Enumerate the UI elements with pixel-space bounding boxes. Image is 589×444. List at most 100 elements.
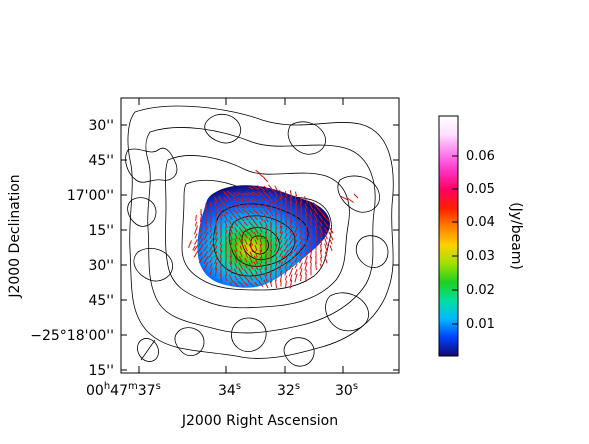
polarization-vector (279, 273, 283, 283)
polarization-vector (270, 238, 272, 246)
polarization-vector (259, 238, 263, 246)
polarization-vector (304, 203, 308, 209)
polarization-vector (243, 221, 249, 227)
y-tick-label: 17'00'' (67, 188, 114, 204)
polarization-vector (320, 244, 322, 252)
polarization-vector (215, 226, 217, 234)
polarization-vector (274, 262, 278, 270)
polarization-vector (253, 281, 259, 287)
polarization-vector (223, 202, 229, 210)
polarization-vector (259, 268, 263, 276)
polarization-vector (244, 263, 248, 269)
polarization-vector (288, 232, 294, 240)
polarization-vector (323, 220, 329, 228)
polarization-vector (284, 227, 288, 233)
polarization-vector (229, 255, 233, 265)
polarization-vector (247, 203, 255, 209)
x-tick-label: 32s (277, 381, 300, 399)
polarization-vector (294, 233, 298, 239)
polarization-vector (199, 213, 203, 223)
x-tick-labels: 00h47m37s 34s 32s 30s (86, 381, 358, 399)
polarization-vector (294, 221, 298, 227)
polarization-vector (209, 202, 213, 210)
polarization-vector (214, 196, 218, 204)
polarization-vector (258, 214, 264, 222)
polarization-vector (322, 214, 330, 222)
colorbar-gradient (438, 115, 459, 357)
polarization-vector (279, 261, 283, 271)
polarization-vector (269, 203, 273, 209)
polarization-vector (289, 189, 293, 199)
colorbar-tick-label: 0.02 (466, 283, 495, 298)
polarization-vector (238, 237, 244, 247)
polarization-vector (263, 185, 269, 191)
polarization-vector (294, 257, 298, 263)
polarization-vector (264, 274, 268, 282)
polarization-vector (269, 191, 273, 197)
contour-halo-8 (204, 113, 242, 144)
polarization-vector (263, 213, 269, 223)
polarization-vector (262, 190, 270, 198)
polarization-vector (258, 203, 264, 209)
polarization-vector (252, 220, 260, 228)
x-axis-title: J2000 Right Ascension (181, 413, 338, 429)
polarization-vector (310, 238, 312, 246)
polarization-vector (253, 226, 259, 234)
polarization-vector (309, 249, 313, 259)
polarization-vector (203, 245, 209, 251)
polarization-vector (244, 244, 248, 252)
polarization-vector (237, 280, 245, 288)
polarization-vector (238, 267, 244, 277)
polarization-vector (253, 231, 259, 241)
polarization-vector (259, 262, 263, 270)
polarization-vector (254, 269, 258, 275)
colorbar-tick-label: 0.03 (466, 249, 495, 264)
polarization-vector (285, 280, 287, 288)
polarization-vector (194, 239, 198, 245)
polarization-vector (319, 221, 323, 227)
polarization-vector (284, 220, 288, 228)
y-tick-label: 30'' (88, 258, 114, 274)
polarization-vector (259, 249, 263, 259)
polarization-vector (225, 262, 227, 270)
polarization-vector (234, 249, 238, 259)
y-axis-title: J2000 Declination (7, 174, 23, 298)
polarization-vector (209, 233, 213, 239)
polarization-vector (224, 274, 228, 282)
polarization-vector (242, 274, 250, 282)
polarization-vector (289, 226, 293, 234)
polarization-vector (214, 201, 218, 211)
polarization-vector (228, 208, 234, 216)
polarization-vector (214, 208, 218, 216)
polarization-vector (279, 245, 283, 251)
polarization-vector (259, 275, 263, 281)
polarization-vector (265, 237, 267, 247)
polarization-vector (298, 238, 304, 246)
polarization-vector (305, 269, 307, 275)
polarization-vector (234, 257, 238, 263)
polarization-vector (264, 226, 268, 234)
polarization-vector (284, 268, 288, 276)
contour-outer-1 (127, 105, 394, 359)
contour-halo-4 (133, 248, 174, 282)
polarization-vector (214, 245, 218, 251)
polarization-vector (248, 198, 254, 202)
polarization-vector (256, 185, 266, 191)
polarization-vector (274, 256, 278, 264)
polarization-vector (236, 203, 246, 209)
polarization-vector (274, 243, 278, 253)
polarization-vector (234, 275, 238, 281)
polarization-vector (219, 244, 223, 252)
polarization-vector (318, 215, 324, 221)
polarization-vector (312, 202, 320, 210)
polarization-vector (214, 261, 218, 271)
polarization-vector (203, 250, 209, 258)
polarization-vector (324, 238, 328, 246)
polarization-vector (294, 273, 298, 283)
polarization-vector (279, 231, 283, 241)
polarization-vector (274, 232, 278, 240)
polarization-vector (218, 207, 224, 217)
colorbar: 0.06 0.05 0.04 0.03 0.02 0.01 (Jy/beam) (438, 115, 524, 357)
polarization-vector (274, 251, 278, 257)
